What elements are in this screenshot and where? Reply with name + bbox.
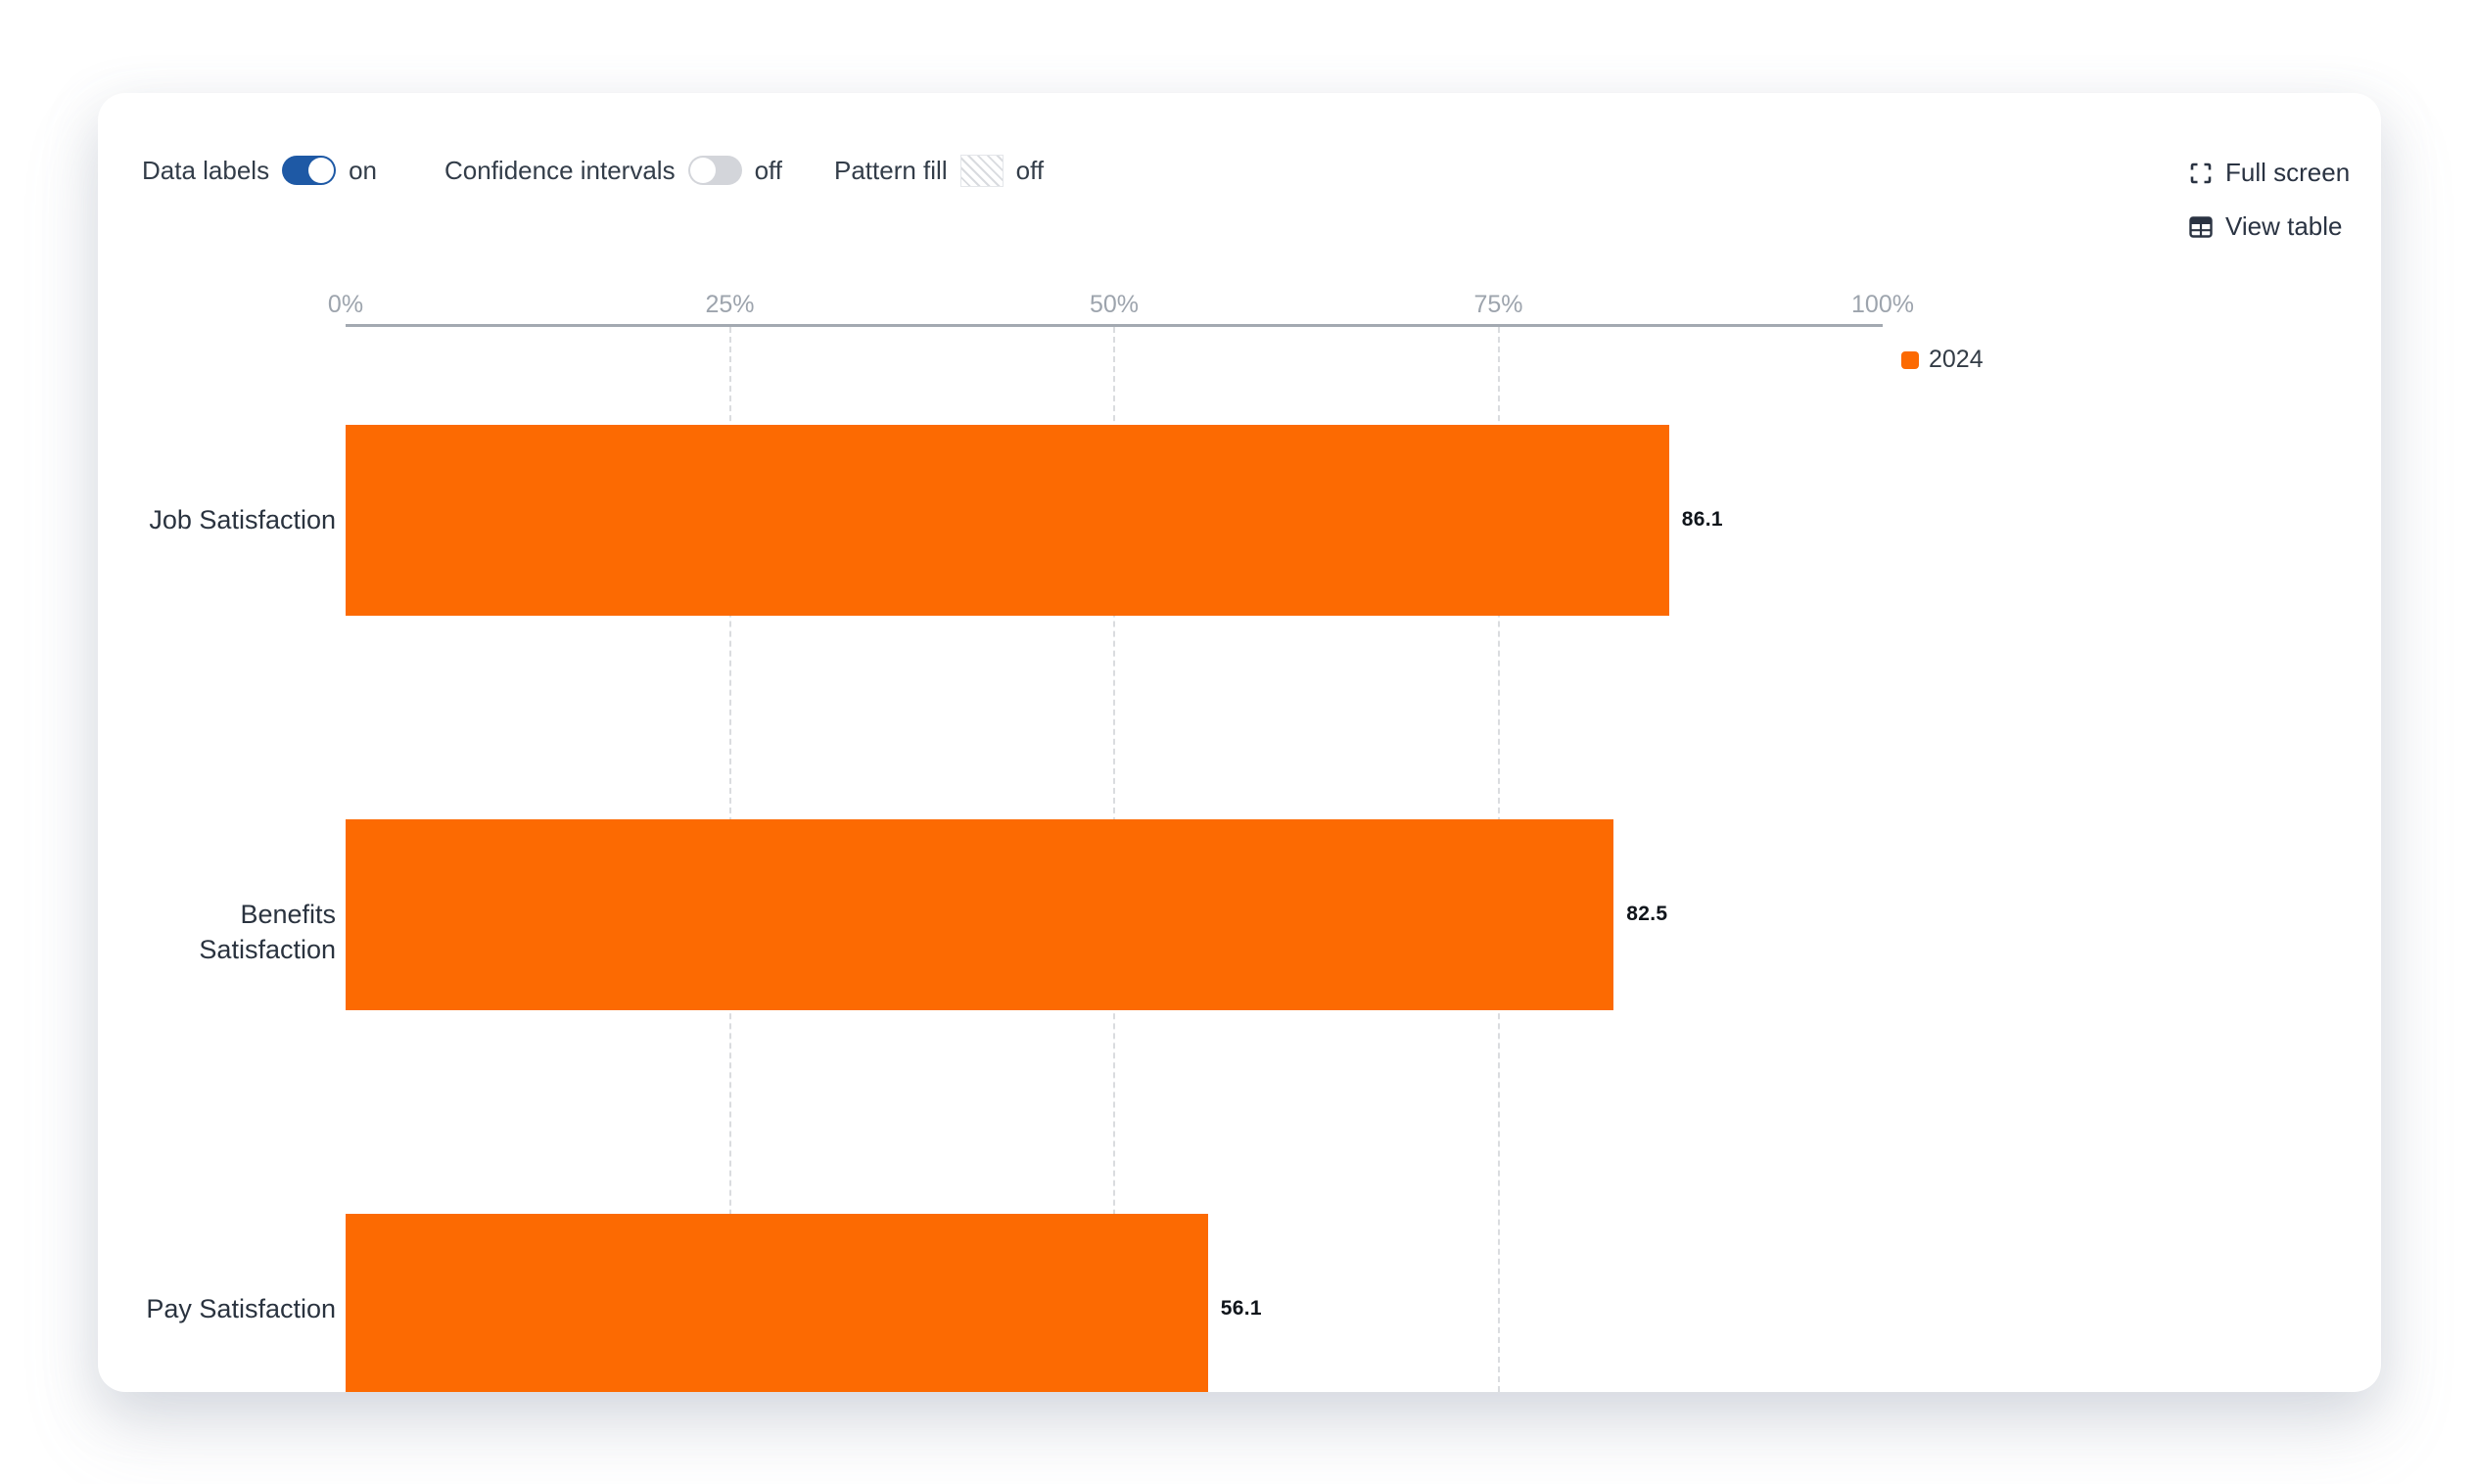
legend-label: 2024	[1929, 346, 1984, 373]
data-labels-toggle[interactable]	[282, 156, 337, 185]
legend-swatch	[1901, 350, 1919, 369]
view-table-label: View table	[2225, 211, 2343, 241]
bar-pay-satisfaction[interactable]	[346, 1213, 1208, 1392]
bar-job-satisfaction[interactable]	[346, 424, 1669, 616]
data-labels-state: on	[349, 155, 377, 185]
data-labels-label: Data labels	[142, 155, 270, 185]
confidence-intervals-toggle[interactable]	[687, 156, 742, 185]
bar-benefits-satisfaction[interactable]	[346, 818, 1614, 1010]
confidence-intervals-toggle-group: Confidence intervals off	[444, 152, 782, 189]
axis-tick-label: 100%	[1851, 291, 1914, 318]
category-label-job-satisfaction: Job Satisfaction	[149, 505, 336, 534]
x-axis-line	[346, 324, 1883, 327]
pattern-fill-state: off	[1015, 155, 1045, 185]
data-label-pay-satisfaction: 56.1	[1220, 1297, 1262, 1320]
fullscreen-icon	[2190, 162, 2212, 183]
axis-tick-label: 50%	[1089, 291, 1140, 318]
table-icon	[2189, 215, 2213, 238]
confidence-intervals-label: Confidence intervals	[444, 155, 676, 185]
data-label-job-satisfaction: 86.1	[1681, 508, 1723, 531]
axis-tick-label: 75%	[1473, 291, 1523, 318]
toggle-knob	[689, 158, 716, 183]
legend-item-2024[interactable]: 2024	[1901, 346, 1984, 374]
full-screen-button[interactable]: Full screen	[2189, 158, 2350, 188]
data-label-benefits-satisfaction: 82.5	[1626, 903, 1668, 925]
view-table-button[interactable]: View table	[2189, 211, 2343, 242]
axis-tick-label: 0%	[327, 291, 364, 318]
data-labels-toggle-group: Data labels on	[142, 152, 377, 189]
toggle-knob	[308, 158, 335, 183]
category-label-pay-satisfaction: Pay Satisfaction	[146, 1294, 336, 1323]
full-screen-label: Full screen	[2225, 158, 2351, 187]
confidence-intervals-state: off	[754, 155, 783, 185]
category-label-benefits-satisfaction: Benefits Satisfaction	[199, 900, 336, 964]
chart-card: Data labels on Confidence intervals off …	[98, 93, 2381, 1392]
pattern-fill-toggle-group: Pattern fill off	[834, 152, 1044, 189]
pattern-fill-label: Pattern fill	[834, 155, 948, 185]
pattern-fill-swatch[interactable]	[959, 154, 1004, 187]
axis-tick-label: 25%	[705, 291, 755, 318]
